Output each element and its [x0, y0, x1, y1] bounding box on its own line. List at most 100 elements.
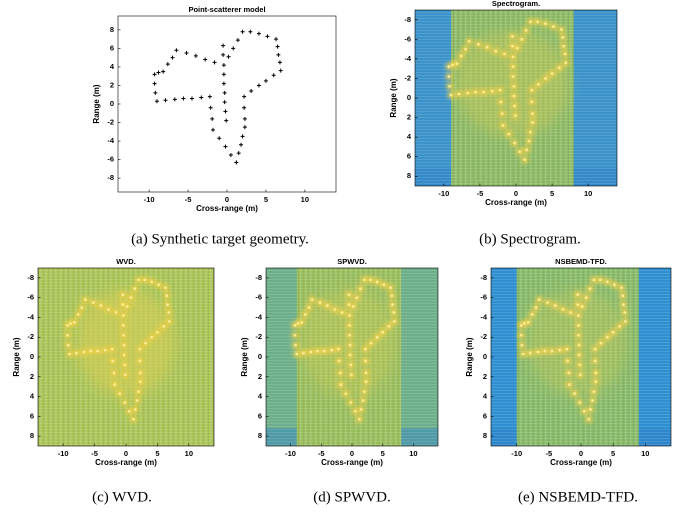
core-spot — [550, 349, 554, 353]
plot-area — [118, 16, 336, 192]
scatter-point — [265, 34, 270, 39]
core-spot — [564, 61, 568, 65]
core-spot — [303, 313, 307, 316]
x-tick-label: 0 — [124, 449, 128, 458]
core-spot — [529, 130, 532, 134]
core-spot — [364, 380, 368, 384]
y-tick-label: 6 — [30, 411, 34, 420]
core-spot — [563, 52, 567, 56]
core-spot — [561, 35, 565, 39]
core-spot — [82, 350, 86, 354]
y-tick-label: -6 — [480, 293, 487, 302]
core-spot — [122, 353, 126, 357]
core-spot — [494, 49, 498, 53]
core-spot — [530, 100, 534, 104]
x-tick-label: 10 — [185, 449, 193, 458]
core-spot — [347, 303, 351, 306]
core-spot — [73, 320, 76, 324]
core-spot — [129, 296, 133, 300]
y-axis-label: Range (m) — [389, 78, 398, 117]
y-tick-label: 8 — [30, 431, 34, 440]
core-spot — [566, 359, 569, 363]
scatter-point — [161, 69, 166, 74]
core-spot — [123, 363, 127, 367]
y-tick-label: 0 — [110, 99, 114, 108]
core-spot — [594, 380, 598, 384]
core-spot — [99, 304, 103, 307]
y-tick-label: 2 — [407, 113, 411, 122]
core-spot — [364, 371, 368, 375]
core-spot — [138, 347, 142, 351]
core-spot — [530, 88, 534, 92]
core-spot — [333, 308, 337, 311]
core-spot — [464, 47, 467, 51]
core-spot — [511, 75, 515, 78]
scatter-point — [203, 57, 208, 62]
x-tick-label: -5 — [91, 449, 98, 458]
core-spot — [337, 359, 341, 363]
core-spot — [296, 321, 300, 325]
core-spot — [620, 286, 623, 290]
scatter-point — [222, 90, 227, 95]
core-spot — [392, 320, 396, 323]
y-tick-label: 0 — [407, 93, 411, 102]
scatter-point — [228, 152, 233, 157]
core-spot — [103, 348, 107, 352]
core-spot — [513, 141, 516, 145]
scatter-point — [275, 44, 280, 49]
core-spot — [519, 323, 523, 327]
chart-title: NSBEMD-TFD. — [555, 257, 607, 266]
core-spot — [133, 287, 137, 291]
core-spot — [591, 399, 594, 402]
x-tick-label: 10 — [301, 195, 309, 204]
core-spot — [599, 341, 603, 345]
panel: -10 -5 0 5 10 -8 -6 -4 -2 0 2 4 6 8 Spectrogram. Cross-… — [389, 0, 618, 247]
core-spot — [387, 324, 391, 328]
x-tick-label: 0 — [225, 195, 229, 204]
core-spot — [594, 371, 598, 375]
scatter-point — [240, 134, 245, 139]
core-spot — [537, 298, 541, 302]
scatter-point — [189, 96, 194, 101]
core-spot — [362, 278, 366, 282]
core-spot — [553, 304, 557, 307]
scatter-point — [210, 127, 215, 132]
core-spot — [613, 283, 616, 287]
caption: (a) Synthetic target geometry. — [131, 231, 309, 247]
core-spot — [307, 306, 311, 309]
y-tick-label: -8 — [27, 273, 34, 282]
core-spot — [598, 278, 602, 282]
core-spot — [66, 333, 69, 337]
y-tick-label: -2 — [480, 332, 487, 341]
core-spot — [530, 313, 534, 316]
core-spot — [121, 293, 125, 297]
core-spot — [592, 390, 596, 394]
core-spot — [577, 333, 580, 337]
x-tick-label: -10 — [58, 449, 69, 458]
core-spot — [592, 278, 596, 282]
core-spot — [577, 323, 580, 327]
core-spot — [611, 330, 615, 334]
core-spot — [593, 359, 597, 363]
core-spot — [375, 280, 379, 284]
core-spot — [561, 308, 565, 311]
core-spot — [316, 349, 319, 353]
core-spot — [451, 63, 454, 67]
core-spot — [66, 343, 70, 347]
core-spot — [164, 286, 168, 290]
core-spot — [293, 333, 297, 337]
scatter-point — [199, 95, 204, 100]
scatter-point — [221, 52, 226, 57]
y-tick-label: -2 — [107, 118, 114, 127]
x-axis-label: Cross-range (m) — [485, 198, 547, 207]
scatter-point — [240, 29, 245, 34]
core-spot — [577, 343, 581, 347]
core-spot — [544, 22, 547, 26]
core-spot — [359, 408, 363, 411]
core-spot — [157, 283, 161, 287]
core-spot — [132, 417, 135, 421]
core-spot — [347, 293, 351, 297]
y-tick-label: 2 — [483, 372, 487, 381]
panel: -10 -5 0 5 10 -8 -6 -4 -2 0 2 4 6 8 NSBEMD-TFD. Cross-r… — [465, 257, 672, 505]
scatter-point — [170, 55, 175, 60]
